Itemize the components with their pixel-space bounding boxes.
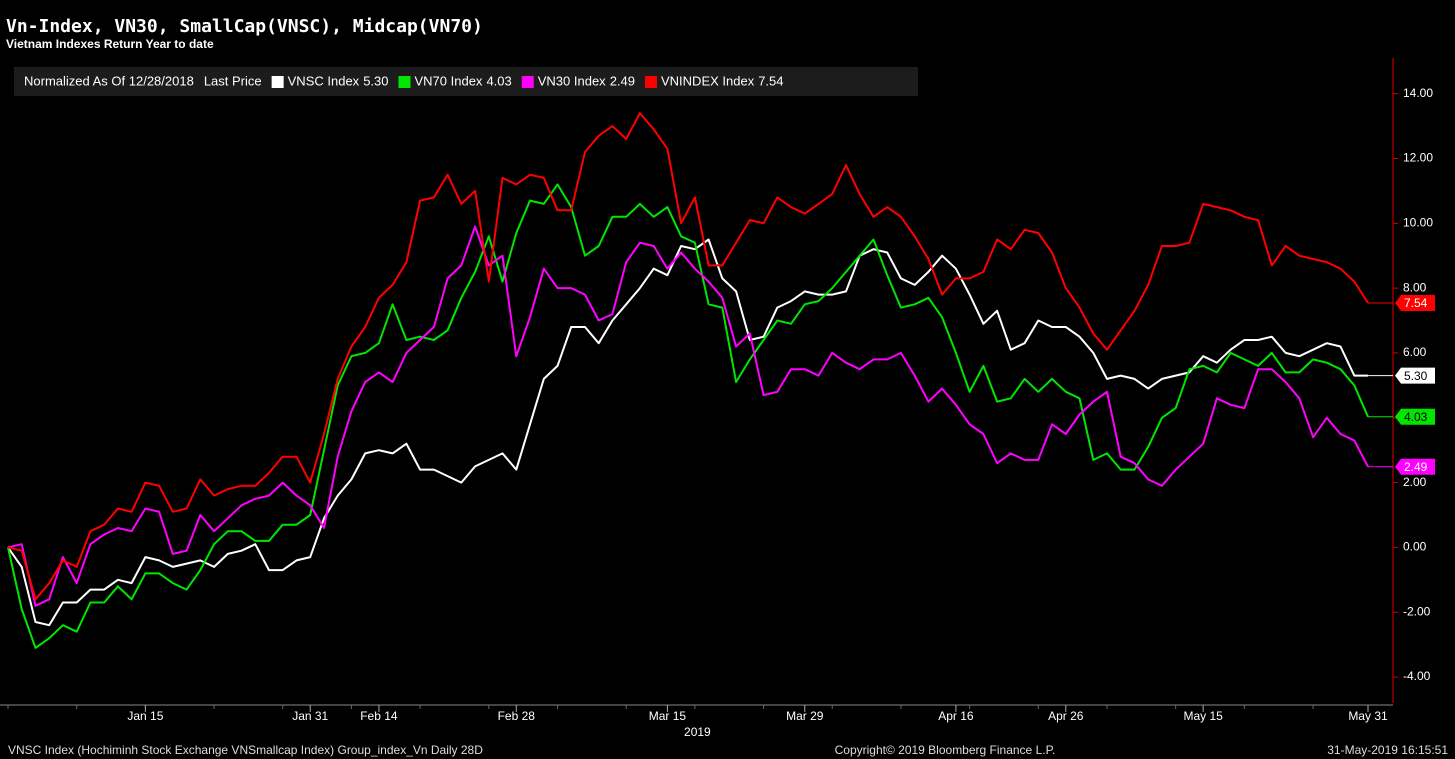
- legend-name: VNINDEX Index: [661, 73, 755, 88]
- series-line: [7, 225, 1369, 607]
- y-tick-label: -2.00: [1403, 604, 1431, 618]
- last-price-tag: [1395, 458, 1435, 475]
- x-year-label: 2019: [684, 725, 711, 739]
- footer-right: 31-May-2019 16:15:51: [1327, 743, 1448, 757]
- legend-prefix: Normalized As Of 12/28/2018: [24, 73, 194, 88]
- footer-center: Copyright© 2019 Bloomberg Finance L.P.: [835, 743, 1056, 757]
- y-tick-label: 6.00: [1403, 345, 1427, 359]
- x-tick-label: Mar 15: [649, 709, 687, 723]
- y-tick-label: 8.00: [1403, 280, 1427, 294]
- series-line: [7, 112, 1369, 601]
- legend-last-value: 5.30: [363, 73, 388, 88]
- chart-subtitle: Vietnam Indexes Return Year to date: [6, 37, 214, 51]
- last-price-label: 7.54: [1404, 296, 1428, 310]
- legend-name: VN30 Index: [538, 73, 606, 88]
- series-line: [7, 238, 1368, 627]
- last-price-label: 5.30: [1404, 369, 1428, 383]
- legend-swatch: [521, 76, 534, 88]
- x-tick-label: Apr 16: [938, 709, 974, 723]
- y-tick-label: 14.00: [1403, 86, 1433, 100]
- x-tick-label: Mar 29: [786, 709, 824, 723]
- legend-name: VN70 Index: [415, 73, 483, 88]
- chart-title: Vn-Index, VN30, SmallCap(VNSC), Midcap(V…: [6, 16, 483, 37]
- x-tick-label: Feb 28: [498, 709, 536, 723]
- y-tick-label: -4.00: [1403, 669, 1431, 683]
- last-price-tag: [1395, 408, 1435, 425]
- footer-left: VNSC Index (Hochiminh Stock Exchange VNS…: [8, 743, 483, 757]
- x-tick-label: May 31: [1348, 709, 1388, 723]
- legend-last-value: 2.49: [610, 73, 635, 88]
- last-price-tag: [1395, 295, 1435, 312]
- x-tick-label: Apr 26: [1048, 709, 1084, 723]
- y-tick-label: 2.00: [1403, 475, 1427, 489]
- y-tick-label: 12.00: [1403, 151, 1433, 165]
- legend-swatch: [271, 76, 284, 88]
- last-price-label: 2.49: [1404, 460, 1428, 474]
- legend-name: VNSC Index: [288, 73, 360, 88]
- legend-swatch: [398, 76, 411, 88]
- last-price-tag: [1395, 367, 1435, 384]
- legend-swatch: [645, 76, 657, 88]
- last-price-label: 4.03: [1404, 410, 1428, 424]
- y-tick-label: 0.00: [1403, 540, 1427, 554]
- x-tick-label: Feb 14: [360, 709, 398, 723]
- legend-last-value: 4.03: [486, 73, 511, 88]
- x-tick-label: Jan 15: [127, 709, 163, 723]
- series-line: [7, 183, 1369, 649]
- legend-last-price: Last Price: [204, 73, 262, 88]
- x-tick-label: May 15: [1183, 709, 1223, 723]
- legend-last-value: 7.54: [758, 73, 783, 88]
- x-tick-label: Jan 31: [292, 709, 328, 723]
- y-tick-label: 10.00: [1403, 215, 1433, 229]
- legend-box: [14, 67, 918, 96]
